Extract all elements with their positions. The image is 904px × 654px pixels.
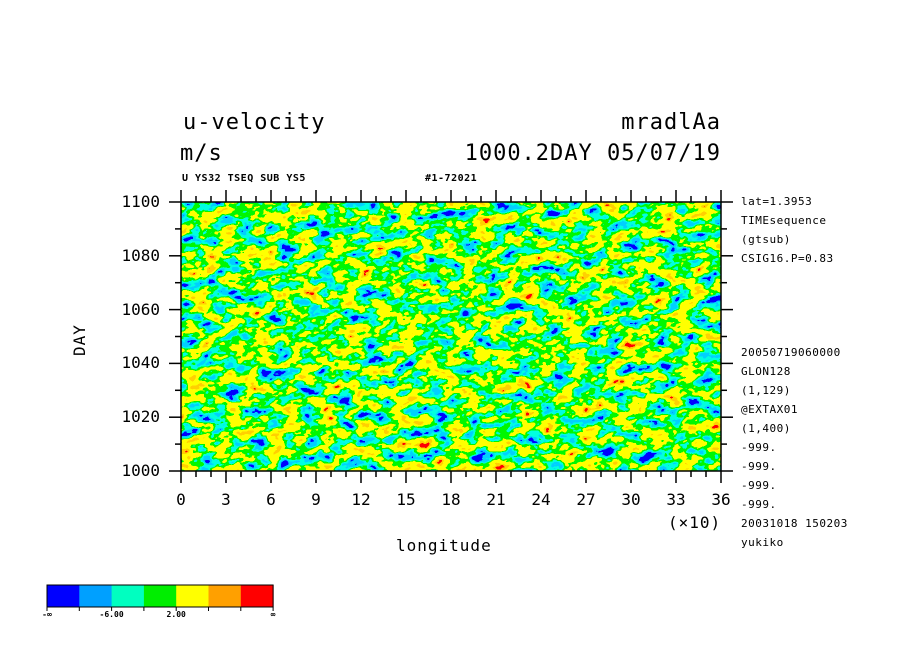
side-info-line: yukiko	[741, 536, 784, 549]
x-tick-label: 3	[221, 490, 231, 509]
x-tick-label: 30	[621, 490, 641, 509]
x-tick-label: 36	[711, 490, 731, 509]
record-range: #1-72021	[425, 173, 478, 184]
chart-units: m/s	[180, 141, 223, 166]
side-info-line: 20031018 150203	[741, 517, 848, 530]
x-tick-label: 18	[441, 490, 461, 509]
y-tick-label: 1080	[121, 245, 160, 265]
side-info-line: -999.	[741, 460, 777, 473]
side-info-line: -999.	[741, 498, 777, 511]
colorbar-swatch	[208, 585, 242, 607]
x-tick-label: 24	[531, 490, 551, 509]
side-info-line: -999.	[741, 441, 777, 454]
colorbar-label: 2.00	[166, 610, 186, 619]
colorbar	[46, 584, 274, 611]
chart-title: u-velocity	[183, 110, 326, 135]
colorbar-swatch	[79, 585, 113, 607]
x-tick-label: 0	[176, 490, 186, 509]
y-axis-label: DAY	[70, 324, 89, 356]
colorbar-swatch	[143, 585, 177, 607]
side-info-line: TIMEsequence	[741, 214, 827, 227]
colorbar-frame	[46, 584, 274, 608]
heatmap-field	[181, 202, 721, 471]
x-tick-label: 21	[486, 490, 506, 509]
x-tick-label: 9	[311, 490, 321, 509]
colorbar-swatch	[240, 585, 274, 607]
x-tick-label: 33	[666, 490, 686, 509]
side-info-line: -999.	[741, 479, 777, 492]
colorbar-label: -∞	[42, 610, 52, 619]
y-tick-label: 1040	[121, 353, 160, 373]
side-info-line: GLON128	[741, 365, 791, 378]
x-axis-label: longitude	[396, 536, 492, 555]
side-info-line: CSIG16.P=0.83	[741, 252, 834, 265]
axis-ticks	[169, 190, 733, 483]
side-info-line: 20050719060000	[741, 346, 841, 359]
side-info-line: (1,400)	[741, 422, 791, 435]
chart-title-right: mradlAa	[621, 110, 721, 135]
colorbar-label: -6.00	[99, 610, 124, 619]
x-tick-label: 12	[351, 490, 371, 509]
side-info-line: (gtsub)	[741, 233, 791, 246]
variable-descriptor: U YS32 TSEQ SUB YS5	[182, 173, 306, 184]
colorbar-swatch	[111, 585, 145, 607]
y-tick-label: 1020	[121, 407, 160, 427]
side-info-line: lat=1.3953	[741, 195, 813, 208]
side-info-line: @EXTAX01	[741, 403, 798, 416]
x-tick-label: 6	[266, 490, 276, 509]
y-tick-label: 1100	[121, 192, 160, 211]
x-multiplier: (×10)	[668, 513, 722, 532]
colorbar-label: ∞	[270, 610, 276, 619]
x-tick-label: 27	[576, 490, 596, 509]
colorbar-swatch	[47, 585, 80, 607]
y-tick-label: 1000	[121, 461, 160, 480]
colorbar-swatch	[176, 585, 209, 607]
chart-time-label: 1000.2DAY 05/07/19	[464, 141, 721, 166]
y-tick-label: 1060	[121, 299, 160, 319]
side-info-line: (1,129)	[741, 384, 791, 397]
x-tick-label: 15	[396, 490, 416, 509]
